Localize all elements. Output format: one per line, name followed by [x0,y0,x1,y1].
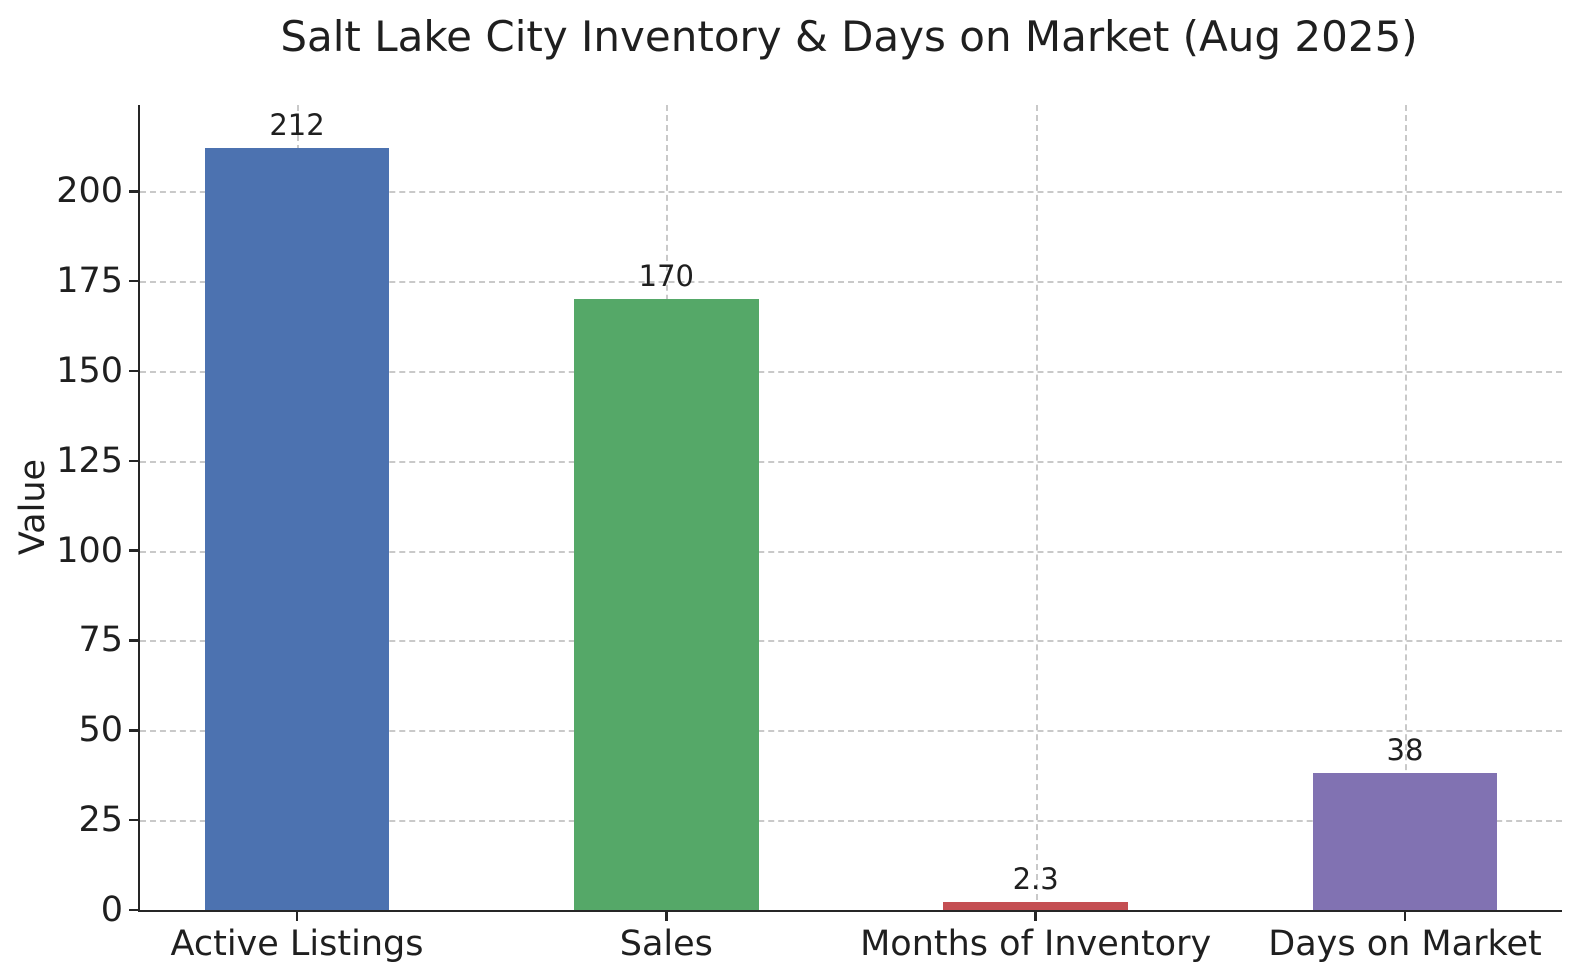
h-gridline [140,820,1562,823]
y-tick-mark [128,818,138,822]
v-gridline [1035,105,1038,910]
y-tick-mark [128,279,138,283]
h-gridline [140,640,1562,643]
plot-area: 0 25 50 75 100 125 150 175 200 212 Active Listings… [56,105,1562,964]
bar-value-label: 170 [638,259,695,294]
y-tick-label: 75 [78,620,123,661]
bar-value-label: 2.3 [1012,861,1059,896]
y-axis-label: Value [13,458,53,556]
h-gridline [140,460,1562,463]
h-gridline [140,370,1562,373]
y-tick-mark [128,908,138,912]
h-gridline [140,281,1562,284]
bar-sales [574,299,759,910]
y-tick-label: 125 [56,440,123,481]
chart-title: Salt Lake City Inventory & Days on Marke… [280,12,1418,61]
x-tick-mark [295,910,299,921]
y-tick-label: 200 [56,171,123,212]
y-tick-label: 100 [56,530,123,571]
y-tick-label: 175 [56,261,123,302]
bar-months-of-inventory [943,901,1128,910]
x-tick-mark [1403,910,1407,921]
y-tick-mark [128,190,138,193]
x-tick-label: Months of Inventory [860,924,1212,964]
y-tick-mark [128,549,138,552]
x-tick-label: Sales [619,924,713,964]
y-tick-label: 50 [78,710,123,751]
bar-days-on-market [1312,773,1498,910]
x-tick-mark [665,910,668,921]
x-tick-label: Days on Market [1268,924,1542,964]
bar-value-label: 38 [1386,733,1424,768]
h-gridline [140,191,1562,194]
bar-value-label: 212 [269,108,325,143]
bar-active-listings [204,148,390,910]
x-tick-label: Active Listings [170,924,424,964]
x-tick-mark [1034,910,1037,921]
v-gridline [1405,105,1407,910]
h-gridline [140,550,1562,553]
y-tick-mark [128,459,138,463]
y-tick-label: 0 [100,890,123,930]
y-tick-mark [128,639,138,642]
y-tick-label: 25 [78,800,123,841]
h-gridline [140,730,1562,733]
y-tick-mark [128,729,138,732]
y-tick-label: 150 [56,350,123,391]
y-tick-mark [128,369,138,373]
